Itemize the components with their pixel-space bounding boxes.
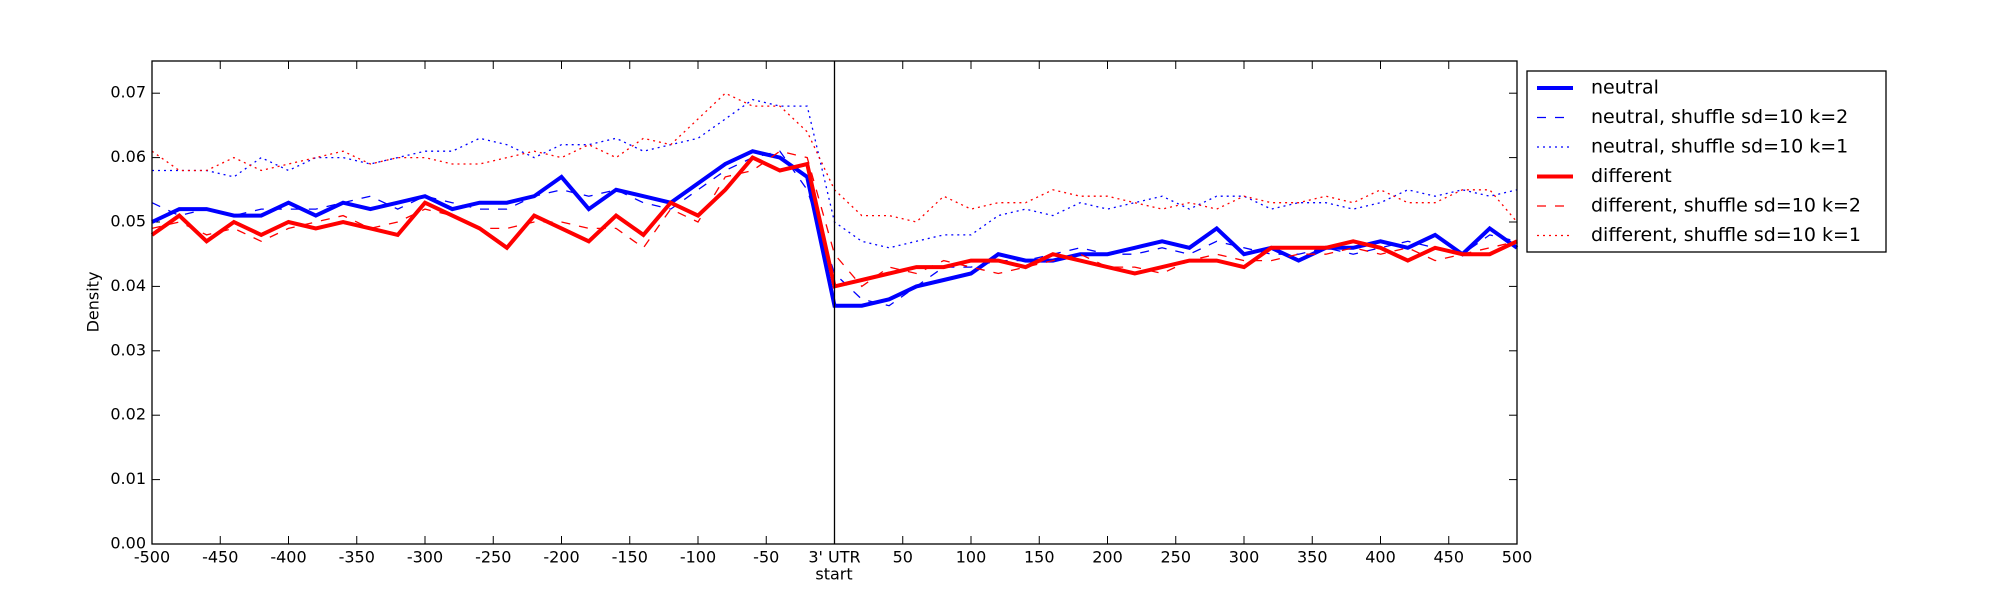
- line-series: [151, 150, 1518, 307]
- x-tick-label: 200: [1092, 548, 1123, 567]
- legend-label: neutral: [1591, 77, 1659, 99]
- x-tick-label: -200: [543, 548, 579, 567]
- x-tick-label: -100: [680, 548, 716, 567]
- x-axis-label: start: [815, 565, 852, 584]
- x-tick-label: 50: [893, 548, 913, 567]
- legend-label: different, shuffle sd=10 k=1: [1591, 224, 1861, 246]
- y-tick-label: 0.03: [110, 340, 146, 359]
- legend-label: different, shuffle sd=10 k=2: [1591, 195, 1861, 217]
- x-tick-label: 100: [956, 548, 987, 567]
- x-tick-label: -400: [270, 548, 306, 567]
- y-tick-label: 0.01: [110, 469, 146, 488]
- y-tick-label: 0.05: [110, 212, 146, 231]
- x-tick-label: 150: [1024, 548, 1055, 567]
- plot-frame: [151, 60, 1518, 545]
- x-tick-label: -250: [475, 548, 511, 567]
- y-tick-label: 0.00: [110, 534, 146, 553]
- x-tick-label: -300: [407, 548, 443, 567]
- x-tick-label: -150: [612, 548, 648, 567]
- x-tick-label: 500: [1502, 548, 1533, 567]
- x-tick-label: -500: [134, 548, 170, 567]
- legend-box: [1526, 70, 1887, 253]
- x-tick-label: 300: [1229, 548, 1260, 567]
- legend-label: different: [1591, 165, 1672, 187]
- y-tick-label: 0.02: [110, 405, 146, 424]
- x-tick-label: 3' UTR: [808, 548, 860, 567]
- x-tick-label: 400: [1365, 548, 1396, 567]
- line-series: [151, 150, 1518, 288]
- x-tick-label: 450: [1433, 548, 1464, 567]
- x-tick-label: 350: [1297, 548, 1328, 567]
- y-tick-label: 0.06: [110, 147, 146, 166]
- y-tick-label: 0.07: [110, 83, 146, 102]
- y-axis-label: Density: [84, 272, 103, 333]
- y-tick-label: 0.04: [110, 276, 146, 295]
- legend-label: neutral, shuffle sd=10 k=1: [1591, 136, 1848, 158]
- legend-label: neutral, shuffle sd=10 k=2: [1591, 106, 1848, 128]
- x-tick-label: -350: [339, 548, 375, 567]
- x-tick-label: 250: [1160, 548, 1191, 567]
- x-tick-label: -450: [202, 548, 238, 567]
- x-tick-label: -50: [753, 548, 779, 567]
